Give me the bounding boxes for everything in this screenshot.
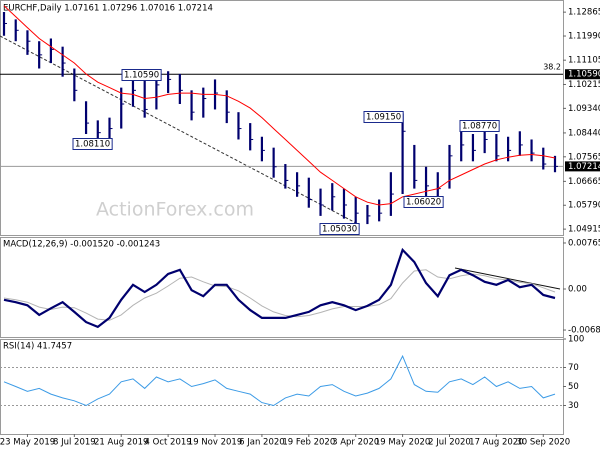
y-tick-label: 1.07565 xyxy=(568,152,600,162)
annotation-box xyxy=(403,196,444,208)
annotation: 1.06020 xyxy=(406,198,441,208)
x-tick-label: 17 Aug 2020 xyxy=(469,438,523,448)
x-tick-label: 19 Feb 2020 xyxy=(282,438,335,448)
x-tick-label: 8 Jul 2019 xyxy=(53,438,96,448)
x-tick-label: 3 Apr 2020 xyxy=(332,438,379,448)
rsi-line xyxy=(3,354,556,407)
annotation: 1.05030 xyxy=(322,225,357,235)
x-tick-label: 6 Jan 2020 xyxy=(239,438,285,448)
annotation: 1.08110 xyxy=(75,140,110,150)
y-tick-label: 1.12865 xyxy=(568,8,600,18)
annotation-box xyxy=(72,138,113,150)
price-label-box xyxy=(565,161,600,172)
signal-line xyxy=(3,269,556,321)
annotation: 1.08770 xyxy=(462,122,497,132)
annotation-box xyxy=(319,223,360,235)
x-tick-label: 19 Nov 2019 xyxy=(188,438,242,448)
x-tick-label: 30 Sep 2020 xyxy=(516,438,570,448)
annotation-box xyxy=(121,69,162,81)
watermark: ActionForex.com xyxy=(96,199,254,221)
y-tick-label: 0.00 xyxy=(568,285,587,295)
y-tick-label: 1.08440 xyxy=(568,128,600,138)
y-tick-label: 1.09340 xyxy=(568,104,600,114)
y-tick-label: 1.11990 xyxy=(568,32,600,42)
macd-panel xyxy=(0,237,564,338)
fib-label: 38.2 xyxy=(543,63,561,72)
y-tick-label: 1.05790 xyxy=(568,201,600,211)
moving-average xyxy=(3,5,556,206)
y-tick-label: 1.04915 xyxy=(568,225,600,235)
macd-line xyxy=(3,247,556,329)
price-label: 1.10590 xyxy=(568,70,600,80)
y-tick-label: 0.007655 xyxy=(568,238,600,248)
y-tick-label: 70 xyxy=(568,363,579,373)
macd-trend-line xyxy=(454,267,561,290)
y-tick-label: 1.06665 xyxy=(568,177,600,187)
rsi-panel xyxy=(0,339,564,435)
x-tick-label: 21 Aug 2019 xyxy=(94,438,148,448)
annotation: 1.10590 xyxy=(124,71,159,81)
y-tick-label: 30 xyxy=(568,401,579,411)
annotation-box xyxy=(363,111,404,123)
trend-line xyxy=(0,35,357,224)
rsi-title: RSI(14) 41.7457 xyxy=(3,342,72,352)
x-tick-label: 19 May 2020 xyxy=(375,438,430,448)
y-tick-label: 100 xyxy=(568,335,584,345)
price-panel xyxy=(0,0,564,236)
price-label: 1.07214 xyxy=(568,162,600,172)
x-tick-label: 4 Oct 2019 xyxy=(145,438,192,448)
x-tick-label: 23 May 2019 xyxy=(0,438,55,448)
chart-title: EURCHF,Daily 1.07161 1.07296 1.07016 1.0… xyxy=(3,4,213,14)
price-label-box xyxy=(565,69,600,80)
annotation-box xyxy=(459,120,500,132)
x-tick-label: 2 Jul 2020 xyxy=(428,438,471,448)
annotation: 1.09150 xyxy=(366,113,401,123)
macd-title: MACD(12,26,9) -0.001520 -0.001243 xyxy=(3,240,160,250)
y-tick-label: 1.10215 xyxy=(568,80,600,90)
y-tick-label: -0.006822 xyxy=(568,326,600,336)
y-tick-label: 1.11105 xyxy=(568,56,600,66)
y-tick-label: 50 xyxy=(568,382,579,392)
